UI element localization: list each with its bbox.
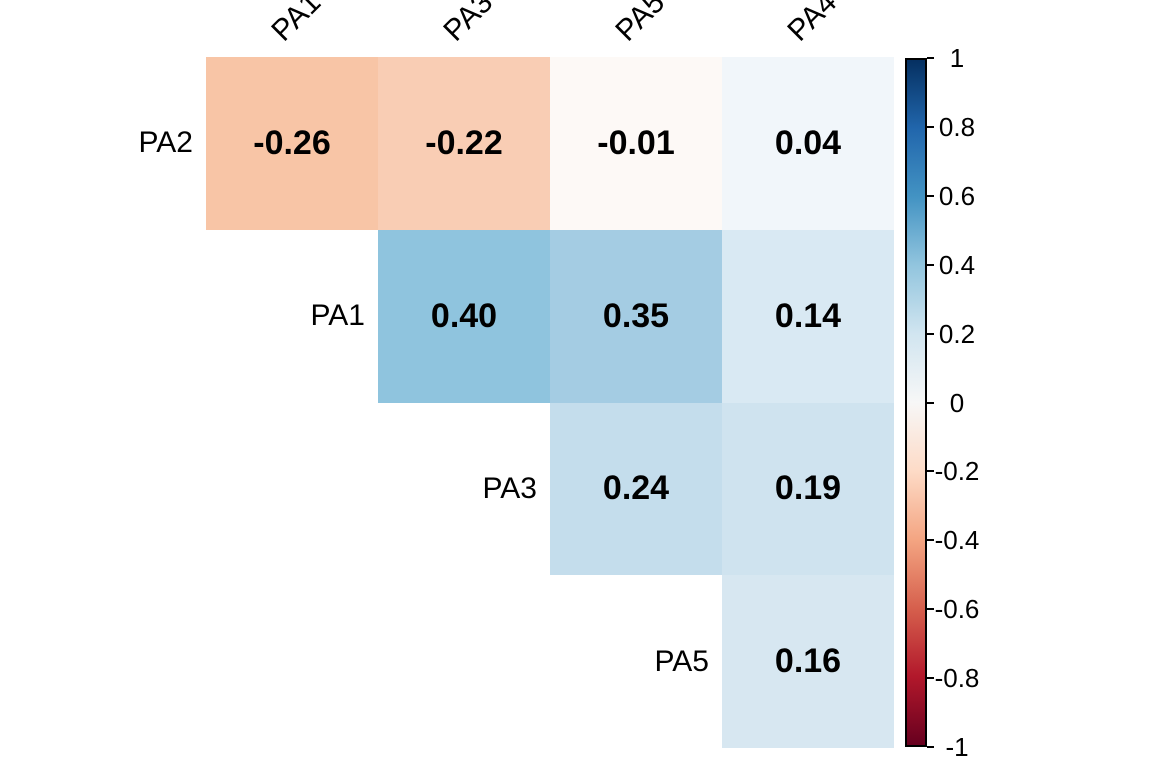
colorbar-tick-mark: [927, 263, 934, 266]
colorbar-tick-mark: [927, 677, 934, 680]
matrix-cell: 0.40: [378, 229, 550, 403]
row-label: PA2: [138, 126, 193, 160]
colorbar-tick-label: 0.8: [938, 111, 976, 142]
colorbar-tick-label: -0.2: [934, 456, 980, 487]
column-label: PA5: [609, 0, 672, 48]
colorbar-tick-label: 0.2: [938, 318, 976, 349]
row-label: PA5: [654, 644, 709, 678]
colorbar-tick-label: 0: [949, 387, 965, 418]
matrix-cell: 0.19: [722, 402, 894, 576]
matrix-cell: 0.16: [722, 575, 894, 748]
matrix-cell: -0.22: [378, 57, 550, 230]
column-label: PA3: [437, 0, 500, 48]
colorbar-tick-label: -0.6: [934, 594, 980, 625]
matrix-cell: 0.24: [550, 402, 722, 576]
matrix-cell: -0.01: [550, 57, 722, 230]
colorbar-tick-mark: [927, 746, 934, 748]
colorbar-tick-mark: [927, 470, 934, 473]
colorbar-tick-label: -1: [945, 732, 969, 762]
colorbar-tick-mark: [927, 401, 934, 404]
column-label: PA4: [781, 0, 844, 48]
colorbar-tick-label: 0.6: [938, 180, 976, 211]
colorbar-tick-mark: [927, 332, 934, 335]
colorbar-tick-mark: [927, 125, 934, 128]
column-label: PA1: [265, 0, 328, 48]
colorbar-tick-label: 0.4: [938, 249, 976, 280]
colorbar-tick-mark: [927, 539, 934, 542]
colorbar-tick-label: -0.8: [934, 663, 980, 694]
colorbar-tick-mark: [927, 194, 934, 197]
colorbar-gradient: [905, 58, 927, 747]
matrix-cell: -0.26: [206, 57, 378, 230]
colorbar-tick-label: 1: [949, 43, 965, 73]
row-label: PA3: [482, 471, 537, 505]
matrix-cell: 0.35: [550, 229, 722, 403]
colorbar-tick-mark: [927, 57, 934, 59]
matrix-cell: 0.14: [722, 229, 894, 403]
matrix-cell: 0.04: [722, 57, 894, 230]
colorbar-tick-label: -0.4: [934, 525, 980, 556]
row-label: PA1: [310, 299, 365, 333]
colorbar-tick-mark: [927, 608, 934, 611]
